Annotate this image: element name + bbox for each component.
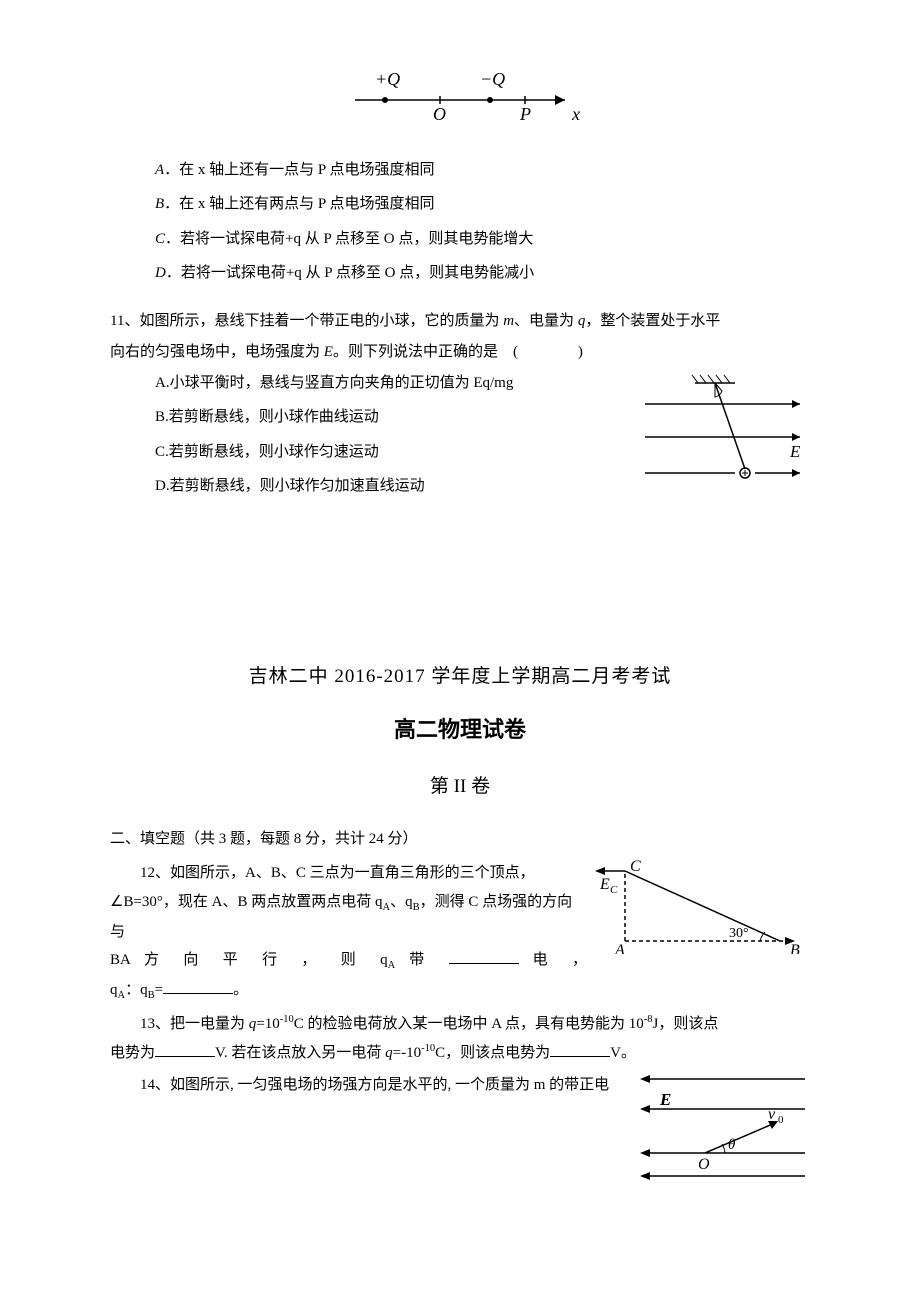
q10-svg: +Q O −Q P x (330, 60, 590, 130)
q11-var-E: E (324, 344, 333, 360)
q13-blank-1 (155, 1042, 215, 1057)
q12-line4: qA：qB=。 (110, 976, 810, 1006)
svg-text:+Q: +Q (375, 69, 400, 89)
part-title: 第 II 卷 (110, 769, 810, 805)
q12-line2: ∠B=30°，现在 A、B 两点放置两点电荷 qA、qB，测得 C 点场强的方向… (110, 888, 587, 946)
svg-text:θ: θ (728, 1137, 736, 1153)
q10-option-d: D．若将一试探电荷+q 从 P 点移至 O 点，则其电势能减小 (155, 259, 810, 288)
school-header: 吉林二中 2016-2017 学年度上学期高二月考考试 (110, 659, 810, 695)
q11-stem: 11、如图所示，悬线下挂着一个带正电的小球，它的质量为 m、电量为 q，整个装置… (110, 306, 810, 369)
q13-line2: 电势为V. 若在该点放入另一电荷 q=-10-10C，则该点电势为V。 (110, 1039, 810, 1068)
q12-line1: 12、如图所示，A、B、C 三点为一直角三角形的三个顶点， (110, 859, 587, 888)
q11-svg: E (640, 369, 810, 499)
q11-options: A.小球平衡时，悬线与竖直方向夹角的正切值为 Eq/mg B.若剪断悬线，则小球… (155, 369, 630, 507)
q11-opt-c: C.若剪断悬线，则小球作匀速运动 (155, 438, 630, 467)
q14-row: 14、如图所示, 一匀强电场的场强方向是水平的, 一个质量为 m 的带正电 E … (110, 1071, 810, 1192)
svg-text:C: C (610, 884, 618, 896)
svg-text:x: x (571, 104, 580, 124)
q11-var-m: m (503, 313, 514, 329)
q11-figure: E (640, 369, 810, 510)
q12-row: 12、如图所示，A、B、C 三点为一直角三角形的三个顶点， ∠B=30°，现在 … (110, 859, 810, 976)
svg-text:v: v (768, 1106, 776, 1123)
q11-body: A.小球平衡时，悬线与竖直方向夹角的正切值为 Eq/mg B.若剪断悬线，则小球… (110, 369, 810, 510)
q12-line3: BA 方 向 平 行 ， 则 qA 带 电 ， (110, 946, 587, 976)
q12-blank-2 (163, 979, 233, 994)
q10-option-b: B．在 x 轴上还有两点与 P 点电场强度相同 (155, 190, 810, 219)
q14-line1: 14、如图所示, 一匀强电场的场强方向是水平的, 一个质量为 m 的带正电 (110, 1071, 622, 1100)
q13-line1: 13、把一电量为 q=10-10C 的检验电荷放入某一电场中 A 点，具有电势能… (110, 1010, 810, 1039)
q12-text: 12、如图所示，A、B、C 三点为一直角三角形的三个顶点， ∠B=30°，现在 … (110, 859, 587, 976)
svg-text:C: C (630, 859, 641, 875)
q10-opt-d-text: ．若将一试探电荷+q 从 P 点移至 O 点，则其电势能减小 (166, 265, 534, 281)
q12-blank-1 (449, 949, 519, 964)
q11-fig-label-E: E (789, 442, 801, 461)
q11-opt-a: A.小球平衡时，悬线与竖直方向夹角的正切值为 Eq/mg (155, 369, 630, 398)
q10-opt-c-text: ．若将一试探电荷+q 从 P 点移至 O 点，则其电势能增大 (165, 231, 533, 247)
q11-opt-b: B.若剪断悬线，则小球作曲线运动 (155, 403, 630, 432)
q12-svg: E C C A B 30° (595, 859, 810, 954)
svg-text:E: E (599, 876, 610, 893)
svg-text:−Q: −Q (480, 69, 505, 89)
svg-text:B: B (790, 942, 800, 954)
q10-opt-a-text: ．在 x 轴上还有一点与 P 点电场强度相同 (164, 162, 434, 178)
q14-figure: E θ v 0 O (630, 1071, 810, 1192)
q11-opt-d: D.若剪断悬线，则小球作匀加速直线运动 (155, 472, 630, 501)
q10-option-a: A．在 x 轴上还有一点与 P 点电场强度相同 (155, 156, 810, 185)
q10-figure: +Q O −Q P x (110, 60, 810, 141)
svg-text:0: 0 (778, 1114, 784, 1126)
q14-svg: E θ v 0 O (630, 1071, 810, 1181)
q14-text: 14、如图所示, 一匀强电场的场强方向是水平的, 一个质量为 m 的带正电 (110, 1071, 622, 1100)
q10-option-c: C．若将一试探电荷+q 从 P 点移至 O 点，则其电势能增大 (155, 225, 810, 254)
q13-blank-2 (550, 1042, 610, 1057)
part2-section-header: 二、填空题（共 3 题，每题 8 分，共计 24 分） (110, 825, 810, 854)
q12-figure: E C C A B 30° (595, 859, 810, 965)
q11-stem-1: 11、如图所示，悬线下挂着一个带正电的小球，它的质量为 (110, 313, 503, 329)
svg-text:A: A (614, 942, 625, 954)
paper-title: 高二物理试卷 (110, 709, 810, 751)
svg-text:O: O (433, 104, 446, 124)
q11-stem-end: ，整个装置处于水平 (585, 313, 720, 329)
q10-opt-b-text: ．在 x 轴上还有两点与 P 点电场强度相同 (164, 196, 434, 212)
svg-text:E: E (659, 1090, 671, 1109)
svg-text:O: O (698, 1156, 710, 1173)
q11-stem-mid: 、电量为 (514, 313, 578, 329)
q10-options: A．在 x 轴上还有一点与 P 点电场强度相同 B．在 x 轴上还有两点与 P … (155, 156, 810, 288)
svg-text:P: P (519, 104, 531, 124)
q11-stem2-pre: 向右的匀强电场中，电场强度为 (110, 344, 324, 360)
svg-text:30°: 30° (729, 926, 749, 941)
q11-stem2-post: 。则下列说法中正确的是 ( ) (333, 344, 583, 360)
